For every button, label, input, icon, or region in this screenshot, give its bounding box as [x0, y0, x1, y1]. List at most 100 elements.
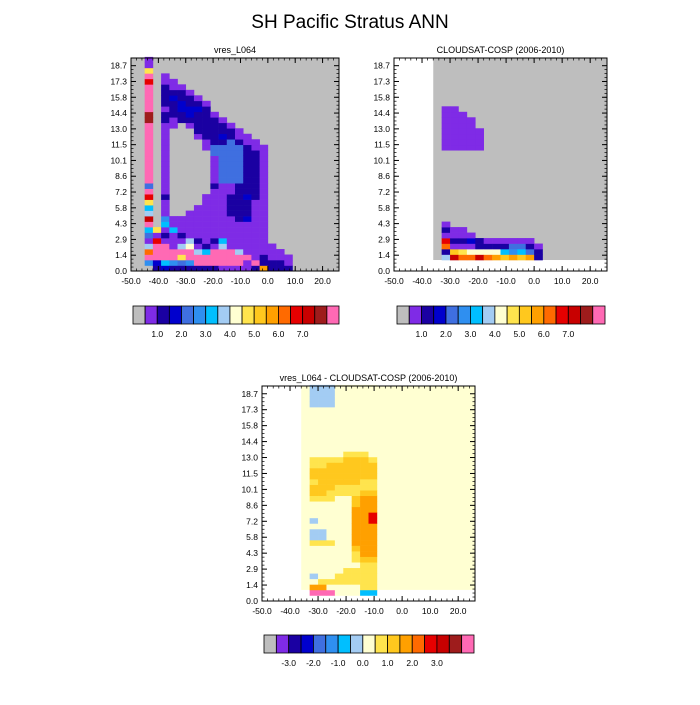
heatmap-cell — [161, 166, 170, 173]
x-tick-label: 10.0 — [422, 606, 439, 616]
heatmap-cell — [334, 395, 344, 402]
heatmap-cell — [309, 468, 319, 474]
heatmap-cell — [441, 144, 451, 151]
heatmap-cell — [343, 462, 352, 469]
heatmap-cell — [334, 506, 344, 513]
heatmap-cell — [492, 243, 501, 250]
x-tick-label: -40.0 — [280, 606, 300, 616]
heatmap-cell — [235, 210, 244, 217]
heatmap-cell — [210, 128, 219, 135]
heatmap-cell — [193, 249, 203, 255]
heatmap-cell — [177, 221, 187, 228]
heatmap-cell — [235, 177, 244, 184]
heatmap-cell — [210, 260, 219, 266]
heatmap-cell — [483, 238, 493, 244]
heatmap-cell — [210, 139, 219, 146]
heatmap-cell — [343, 551, 352, 557]
heatmap-cell — [202, 100, 211, 107]
heatmap-cell — [368, 445, 378, 452]
heatmap-cell — [259, 144, 269, 151]
heatmap-cell — [259, 254, 269, 261]
heatmap-cell — [309, 462, 319, 469]
heatmap-cell — [309, 573, 319, 580]
heatmap-cell — [466, 232, 476, 239]
heatmap-cell — [360, 434, 369, 441]
heatmap-cell — [193, 243, 203, 250]
heatmap-cell — [210, 150, 219, 157]
heatmap-cell — [318, 573, 327, 580]
heatmap-cell — [450, 254, 459, 261]
heatmap-cell — [309, 528, 319, 535]
heatmap-cell — [318, 506, 327, 513]
heatmap-cell — [185, 243, 195, 250]
heatmap-cell — [144, 172, 154, 178]
heatmap-cell — [492, 254, 501, 261]
heatmap-cell — [368, 589, 378, 596]
panel-difference: vres_L064 - CLOUDSAT-COSP (2006-2010) 0.… — [241, 373, 476, 668]
heatmap-cell — [193, 111, 203, 118]
colorbar-label: 3.0 — [464, 329, 476, 339]
heatmap-cell — [202, 199, 211, 206]
heatmap-cell — [202, 128, 211, 135]
heatmap-cell — [368, 395, 378, 402]
heatmap-cell — [259, 183, 269, 189]
heatmap-cell — [218, 216, 228, 222]
heatmap-cell — [161, 199, 170, 206]
heatmap-cell — [334, 445, 344, 452]
heatmap-cell — [508, 249, 518, 255]
heatmap-cell — [177, 216, 187, 222]
colorbar-label: 3.0 — [431, 658, 443, 668]
y-tick-label: 4.3 — [246, 548, 258, 558]
heatmap-cell — [368, 407, 378, 413]
heatmap-cell — [144, 89, 154, 96]
heatmap-cell — [202, 254, 211, 261]
heatmap-cell — [343, 429, 352, 436]
heatmap-cell — [318, 412, 327, 419]
heatmap-cell — [251, 161, 260, 167]
heatmap-cell — [161, 89, 170, 96]
heatmap-cell — [152, 227, 162, 233]
heatmap-cell — [351, 423, 361, 430]
heatmap-cell — [177, 243, 187, 250]
heatmap-cell — [144, 100, 154, 107]
heatmap-cell — [144, 111, 154, 118]
heatmap-cell — [259, 210, 269, 217]
heatmap-cell — [259, 249, 269, 255]
heatmap-cell — [318, 440, 327, 447]
heatmap-cell — [267, 265, 277, 272]
heatmap-cell — [226, 166, 236, 173]
heatmap-cell — [309, 479, 319, 485]
colorbar-label: 1.0 — [416, 329, 428, 339]
heatmap-cell — [144, 183, 154, 189]
heatmap-cell — [334, 562, 344, 569]
heatmap-cell — [267, 249, 277, 255]
heatmap-cell — [368, 434, 378, 441]
heatmap-cell — [169, 238, 178, 244]
heatmap-cell — [218, 232, 228, 239]
heatmap-cell — [251, 232, 260, 239]
heatmap-cell — [475, 243, 484, 250]
heatmap-cell — [351, 473, 361, 480]
y-tick-label: 14.4 — [110, 108, 127, 118]
heatmap-cell — [326, 384, 336, 391]
heatmap-cell — [326, 395, 336, 402]
colorbar-box — [275, 634, 290, 654]
heatmap-cell — [251, 221, 260, 228]
heatmap-cell — [177, 232, 187, 239]
heatmap-cell — [251, 177, 260, 184]
heatmap-cell — [259, 221, 269, 228]
heatmap-cell — [202, 122, 211, 129]
heatmap-cell — [368, 567, 378, 574]
heatmap-cell — [267, 260, 277, 266]
heatmap-cell — [309, 517, 319, 524]
heatmap-cell — [243, 139, 252, 146]
colorbar-label: 2.0 — [176, 329, 188, 339]
heatmap-cell — [169, 84, 178, 91]
x-tick-label: 20.0 — [450, 606, 467, 616]
colorbar-label: 3.0 — [200, 329, 212, 339]
heatmap-cell — [161, 117, 170, 124]
heatmap-cell — [343, 589, 352, 596]
heatmap-cell — [517, 243, 527, 250]
heatmap-cell — [161, 254, 170, 261]
heatmap-cell — [343, 545, 352, 552]
